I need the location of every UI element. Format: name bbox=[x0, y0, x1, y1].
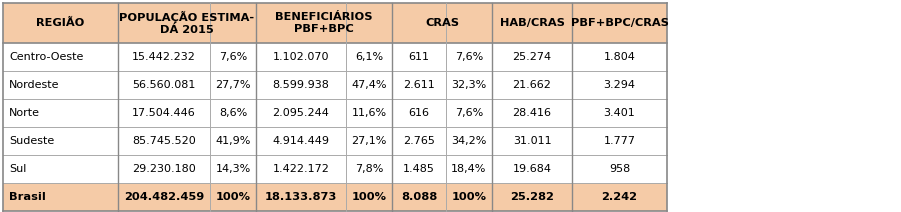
Bar bbox=[3, 155, 667, 183]
Bar bbox=[3, 183, 667, 211]
Text: 15.442.232: 15.442.232 bbox=[132, 52, 196, 62]
Text: 1.804: 1.804 bbox=[604, 52, 635, 62]
Text: 2.095.244: 2.095.244 bbox=[273, 108, 330, 118]
Text: 3.294: 3.294 bbox=[604, 80, 635, 90]
Text: 34,2%: 34,2% bbox=[451, 136, 487, 146]
Text: 4.914.449: 4.914.449 bbox=[272, 136, 330, 146]
Text: Norte: Norte bbox=[9, 108, 40, 118]
Text: 100%: 100% bbox=[451, 192, 487, 202]
Text: Brasil: Brasil bbox=[9, 192, 46, 202]
Text: 616: 616 bbox=[408, 108, 430, 118]
Text: 2.611: 2.611 bbox=[403, 80, 435, 90]
Text: 1.422.172: 1.422.172 bbox=[273, 164, 330, 174]
Text: 25.274: 25.274 bbox=[513, 52, 551, 62]
Bar bbox=[3, 43, 667, 71]
Text: Centro-Oeste: Centro-Oeste bbox=[9, 52, 84, 62]
Text: 11,6%: 11,6% bbox=[351, 108, 387, 118]
Text: 31.011: 31.011 bbox=[513, 136, 551, 146]
Text: 17.504.446: 17.504.446 bbox=[132, 108, 196, 118]
Text: 7,6%: 7,6% bbox=[219, 52, 247, 62]
Text: 1.777: 1.777 bbox=[604, 136, 635, 146]
Text: Sudeste: Sudeste bbox=[9, 136, 54, 146]
Bar bbox=[3, 99, 667, 127]
Text: 28.416: 28.416 bbox=[513, 108, 551, 118]
Text: BENEFICIÁRIOS
PBF+BPC: BENEFICIÁRIOS PBF+BPC bbox=[275, 12, 373, 34]
Text: CRAS: CRAS bbox=[425, 18, 459, 28]
Bar bbox=[3, 71, 667, 99]
Text: 18,4%: 18,4% bbox=[451, 164, 487, 174]
Text: 29.230.180: 29.230.180 bbox=[132, 164, 196, 174]
Text: 41,9%: 41,9% bbox=[215, 136, 250, 146]
Text: 611: 611 bbox=[408, 52, 430, 62]
Text: 21.662: 21.662 bbox=[513, 80, 551, 90]
Text: 19.684: 19.684 bbox=[513, 164, 551, 174]
Text: 958: 958 bbox=[609, 164, 630, 174]
Text: HAB/CRAS: HAB/CRAS bbox=[499, 18, 564, 28]
Text: 100%: 100% bbox=[215, 192, 250, 202]
Bar bbox=[3, 3, 667, 43]
Text: 1.102.070: 1.102.070 bbox=[273, 52, 329, 62]
Text: 204.482.459: 204.482.459 bbox=[123, 192, 205, 202]
Text: POPULAÇÃO ESTIMA-
DÁ 2015: POPULAÇÃO ESTIMA- DÁ 2015 bbox=[120, 11, 255, 35]
Text: Sul: Sul bbox=[9, 164, 26, 174]
Text: 8.088: 8.088 bbox=[401, 192, 437, 202]
Bar bbox=[3, 127, 667, 155]
Text: 27,7%: 27,7% bbox=[215, 80, 250, 90]
Text: 1.485: 1.485 bbox=[403, 164, 435, 174]
Text: Nordeste: Nordeste bbox=[9, 80, 59, 90]
Text: 7,6%: 7,6% bbox=[455, 108, 483, 118]
Text: 47,4%: 47,4% bbox=[351, 80, 387, 90]
Text: 25.282: 25.282 bbox=[510, 192, 554, 202]
Text: 7,8%: 7,8% bbox=[355, 164, 383, 174]
Text: 27,1%: 27,1% bbox=[351, 136, 387, 146]
Text: 2.242: 2.242 bbox=[602, 192, 638, 202]
Text: 32,3%: 32,3% bbox=[451, 80, 487, 90]
Text: 7,6%: 7,6% bbox=[455, 52, 483, 62]
Text: 8,6%: 8,6% bbox=[219, 108, 247, 118]
Text: 3.401: 3.401 bbox=[604, 108, 635, 118]
Text: 100%: 100% bbox=[351, 192, 387, 202]
Text: 18.133.873: 18.133.873 bbox=[265, 192, 337, 202]
Text: 56.560.081: 56.560.081 bbox=[132, 80, 196, 90]
Text: 2.765: 2.765 bbox=[403, 136, 435, 146]
Text: 8.599.938: 8.599.938 bbox=[273, 80, 330, 90]
Text: REGIÃO: REGIÃO bbox=[36, 18, 85, 28]
Text: 85.745.520: 85.745.520 bbox=[132, 136, 196, 146]
Text: 6,1%: 6,1% bbox=[355, 52, 383, 62]
Text: PBF+BPC/CRAS: PBF+BPC/CRAS bbox=[570, 18, 669, 28]
Text: 14,3%: 14,3% bbox=[215, 164, 250, 174]
